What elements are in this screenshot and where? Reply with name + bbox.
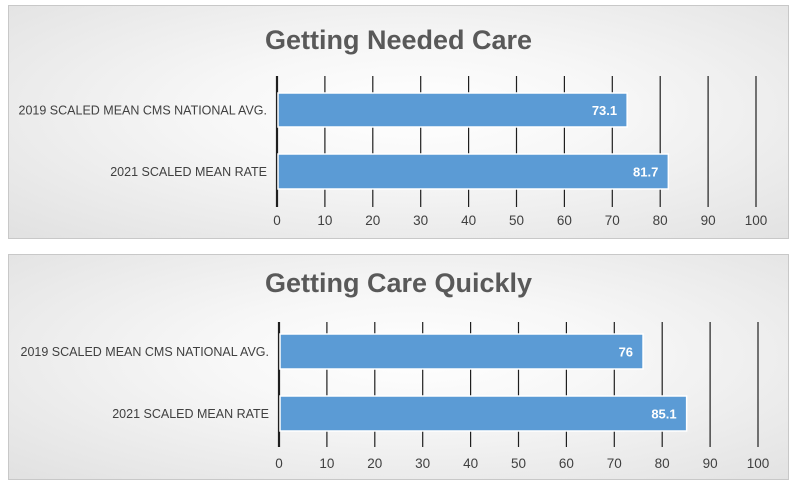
bar [277,153,670,190]
bar [277,92,628,128]
tick-label: 70 [607,456,622,471]
tick-label: 20 [365,213,380,228]
tick-label: 50 [511,456,526,471]
tick-label: 90 [703,456,718,471]
bar [279,333,644,370]
tick-label: 80 [655,456,670,471]
data-label: 81.7 [633,165,658,180]
tick-label: 50 [509,213,524,228]
tick-label: 100 [747,456,770,471]
tick-label: 20 [367,456,382,471]
data-label: 73.1 [592,103,617,118]
bar-chart-getting-needed-care: 73.1 2019 SCALED MEAN CMS NATIONAL AVG. 81… [19,76,768,228]
bar [279,395,688,432]
tick-label: 60 [559,456,574,471]
chart-panel-getting-care-quickly: Getting Care Quickly 76 2019 SCALED MEAN … [8,254,789,480]
tick-label: 60 [557,213,572,228]
bar-chart-getting-care-quickly: 76 2019 SCALED MEAN CMS NATIONAL AVG. 85.1… [21,322,770,471]
tick-label: 70 [605,213,620,228]
category-label: 2021 SCALED MEAN RATE [112,407,269,421]
tick-label: 100 [745,213,768,228]
category-label: 2019 SCALED MEAN CMS NATIONAL AVG. [19,104,267,118]
data-label: 76 [619,345,633,360]
tick-label: 0 [275,456,283,471]
tick-label: 30 [413,213,428,228]
tick-label: 10 [317,213,332,228]
data-label: 85.1 [651,407,676,422]
category-label: 2019 SCALED MEAN CMS NATIONAL AVG. [21,345,269,359]
tick-label: 30 [415,456,430,471]
tick-label: 40 [461,213,476,228]
tick-label: 90 [701,213,716,228]
chart-title: Getting Care Quickly [264,268,533,298]
tick-label: 40 [463,456,478,471]
category-label: 2021 SCALED MEAN RATE [110,165,267,179]
tick-label: 0 [273,213,281,228]
chart-panel-getting-needed-care: Getting Needed Care 73.1 2019 SCALED MEAN… [8,5,789,239]
tick-label: 80 [653,213,668,228]
tick-label: 10 [319,456,334,471]
chart-title: Getting Needed Care [264,25,533,55]
